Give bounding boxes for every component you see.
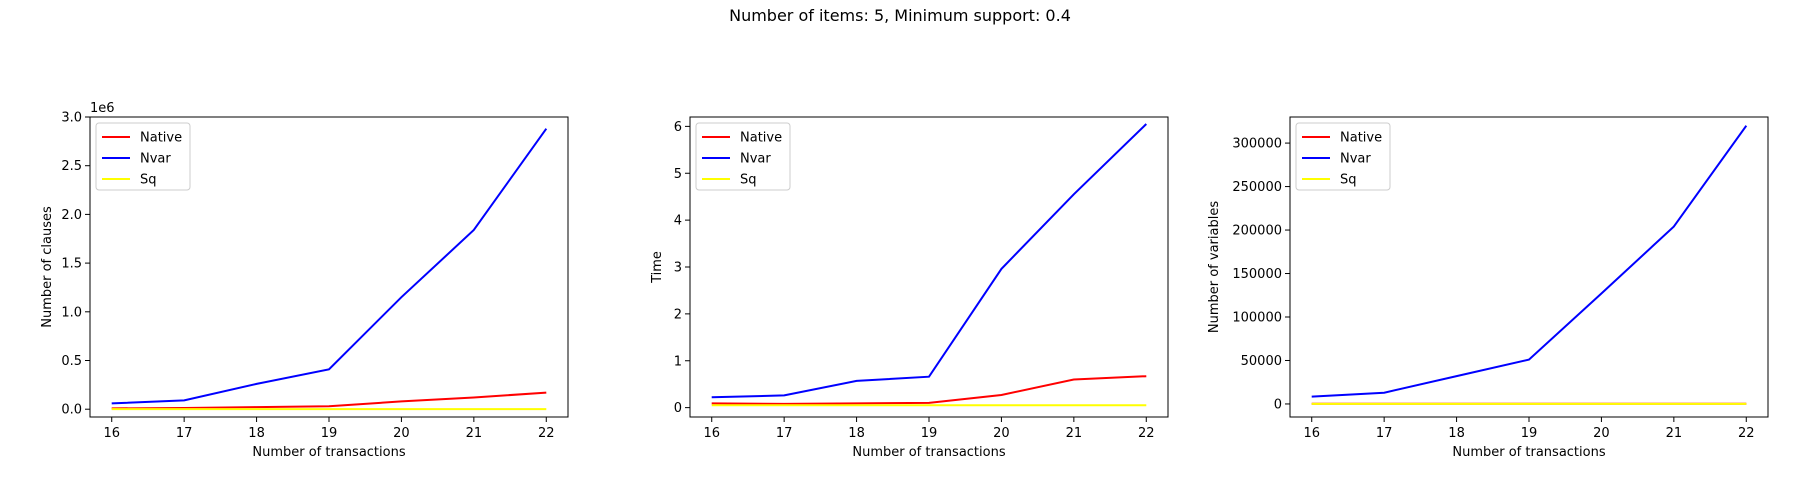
legend: Native Nvar Sq [1295,122,1391,191]
y-tick-label: 6 [674,120,682,135]
x-tick-label: 22 [1138,426,1155,441]
x-tick-label: 22 [538,426,555,441]
y-axis-label: Time [650,251,665,284]
y-tick-label: 3.0 [61,111,82,126]
legend-label-native: Native [740,131,782,146]
x-tick-label: 17 [176,426,193,441]
series-line-native [711,375,1147,405]
series-line-nvar [711,123,1147,399]
series-line-nvar [111,128,548,405]
legend-label-sq: Sq [1340,173,1357,188]
x-tick-label: 20 [993,426,1010,441]
y-tick-label: 0 [674,401,682,416]
x-tick-label: 18 [248,426,265,441]
x-tick-label: 19 [921,426,938,441]
x-tick-label: 17 [1376,426,1393,441]
y-tick-label: 0 [1274,397,1282,412]
y-tick-label: 200000 [1232,224,1282,239]
chart-panel-3: 16 17 18 19 20 21 22 0 50000 100000 150000 200000 25… [1207,116,1769,460]
x-tick-label: 17 [776,426,793,441]
chart-panel-1: 16 17 18 19 20 21 22 0.0 0.5 1.0 1.5 2.0 2.5 3.0 Numbe… [40,101,569,460]
legend-label-sq: Sq [740,173,757,188]
legend-box [95,122,191,191]
legend-label-nvar: Nvar [740,152,771,167]
y-tick-label: 250000 [1232,180,1282,195]
y-tick-label: 2 [674,307,682,322]
x-tick-label: 19 [321,426,338,441]
legend-label-sq: Sq [140,173,157,188]
x-axis-label: Number of transactions [852,445,1005,460]
legend-box [695,122,791,191]
y-axis-label: Number of variables [1207,201,1222,333]
y-tick-label: 50000 [1241,354,1282,369]
x-axis-label: Number of transactions [1452,445,1605,460]
y-tick-label: 5 [674,167,682,182]
x-tick-label: 16 [703,426,720,441]
y-tick-label: 3 [674,261,682,276]
legend-box [1295,122,1391,191]
y-tick-label: 1.5 [61,257,82,272]
legend-label-nvar: Nvar [140,152,171,167]
y-tick-label: 2.5 [61,159,82,174]
y-tick-label: 2.0 [61,208,82,223]
y-tick-label: 1 [674,354,682,369]
legend-label-native: Native [140,131,182,146]
x-tick-label: 21 [466,426,483,441]
x-tick-label: 22 [1738,426,1755,441]
y-tick-label: 300000 [1232,137,1282,152]
series-line-nvar [1311,125,1748,398]
y-tick-label: 150000 [1232,267,1282,282]
x-tick-label: 16 [103,426,120,441]
x-tick-label: 19 [1521,426,1538,441]
legend: Native Nvar Sq [695,122,791,191]
x-tick-label: 18 [848,426,865,441]
y-offset-text: 1e6 [90,101,115,116]
chart-panel-2: 16 17 18 19 20 21 22 0 1 2 3 4 5 6 Number of transacti… [650,116,1169,460]
y-axis-label: Number of clauses [40,206,55,328]
y-tick-label: 0.5 [61,354,82,369]
x-tick-label: 16 [1303,426,1320,441]
legend-label-native: Native [1340,131,1382,146]
x-axis-label: Number of transactions [252,445,405,460]
y-tick-label: 4 [674,214,682,229]
y-tick-label: 100000 [1232,311,1282,326]
y-tick-label: 1.0 [61,305,82,320]
x-tick-label: 21 [1066,426,1083,441]
y-tick-label: 0.0 [61,403,82,418]
legend: Native Nvar Sq [95,122,191,191]
x-tick-label: 18 [1448,426,1465,441]
legend-label-nvar: Nvar [1340,152,1371,167]
series-line-native [111,391,547,410]
figure-title: Number of items: 5, Minimum support: 0.4 [729,6,1071,25]
x-tick-label: 21 [1666,426,1683,441]
x-tick-label: 20 [393,426,410,441]
x-tick-label: 20 [1593,426,1610,441]
